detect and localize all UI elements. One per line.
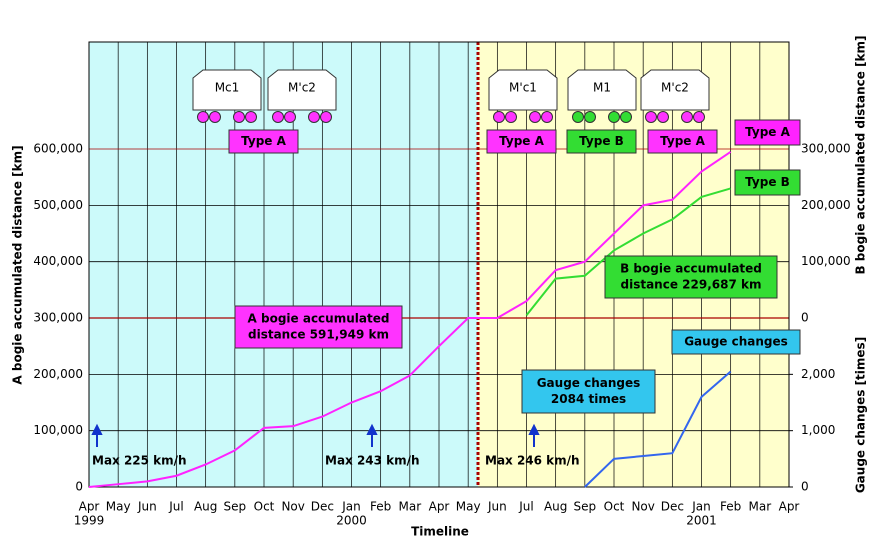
- y2-axis-title: B bogie accumulated distance [km]: [854, 35, 868, 274]
- x-year-label: 2000: [336, 514, 367, 528]
- y-tick-label: 200,000: [33, 367, 83, 381]
- type-label-text: Type A: [660, 134, 705, 148]
- y-tick-label: 600,000: [33, 142, 83, 156]
- x-tick-label: Sep: [224, 500, 247, 514]
- x-axis-title: Timeline: [411, 525, 469, 539]
- wheel: [585, 112, 596, 123]
- x-tick-label: Jul: [518, 500, 533, 514]
- wheel: [609, 112, 620, 123]
- x-tick-label: Mar: [749, 500, 772, 514]
- type-label-text: Type B: [579, 134, 624, 148]
- x-tick-label: Nov: [631, 500, 654, 514]
- x-tick-label: Jan: [691, 500, 711, 514]
- y3-tick-label: 1,000: [801, 423, 835, 437]
- x-tick-label: Feb: [720, 500, 741, 514]
- x-tick-label: Aug: [544, 500, 567, 514]
- wheel: [234, 112, 245, 123]
- car-label: Mc1: [215, 81, 240, 95]
- wheel: [494, 112, 505, 123]
- x-tick-label: Apr: [779, 500, 800, 514]
- car-label: M'c2: [661, 81, 689, 95]
- wheel: [542, 112, 553, 123]
- x-tick-label: May: [106, 500, 131, 514]
- y-tick-label: 100,000: [33, 423, 83, 437]
- wheel: [573, 112, 584, 123]
- x-tick-label: Jun: [487, 500, 507, 514]
- y-tick-label: 400,000: [33, 254, 83, 268]
- wheel: [658, 112, 669, 123]
- x-tick-label: Feb: [370, 500, 391, 514]
- wheel: [285, 112, 296, 123]
- annotation-text: distance 591,949 km: [248, 328, 389, 342]
- y2-tick-label: 200,000: [801, 198, 851, 212]
- speed-note: Max 246 km/h: [485, 454, 580, 468]
- x-tick-label: Dec: [661, 500, 684, 514]
- wheel: [506, 112, 517, 123]
- x-year-label: 1999: [74, 514, 105, 528]
- y2-tick-label: 100,000: [801, 254, 851, 268]
- y-tick-label: 300,000: [33, 311, 83, 325]
- car-label: M1: [593, 81, 611, 95]
- speed-note: Max 243 km/h: [325, 454, 420, 468]
- x-tick-label: Oct: [604, 500, 625, 514]
- y3-tick-label: 0: [801, 480, 809, 494]
- x-tick-label: Aug: [194, 500, 217, 514]
- wheel: [646, 112, 657, 123]
- wheel: [530, 112, 541, 123]
- wheel: [309, 112, 320, 123]
- y-tick-label: 0: [75, 480, 83, 494]
- annotation-text: Gauge changes: [537, 376, 641, 390]
- x-tick-label: Jul: [168, 500, 183, 514]
- y-tick-label: 500,000: [33, 198, 83, 212]
- type-label-text: Type A: [499, 134, 544, 148]
- wheel: [210, 112, 221, 123]
- x-tick-label: Jun: [137, 500, 157, 514]
- x-tick-label: Oct: [254, 500, 275, 514]
- speed-note: Max 225 km/h: [92, 454, 187, 468]
- page: Timeline A bogie accumulated distance [k…: [0, 0, 874, 539]
- y2-tick-label: 300,000: [801, 142, 851, 156]
- y2-tick-label: 0: [801, 311, 809, 325]
- wheel: [198, 112, 209, 123]
- car-label: M'c2: [288, 81, 316, 95]
- x-tick-label: Sep: [574, 500, 597, 514]
- x-tick-label: Mar: [399, 500, 422, 514]
- x-tick-label: May: [456, 500, 481, 514]
- annotation-text: distance 229,687 km: [621, 278, 762, 292]
- x-tick-label: Nov: [281, 500, 304, 514]
- wheel: [246, 112, 257, 123]
- y3-tick-label: 2,000: [801, 367, 835, 381]
- x-tick-label: Jan: [341, 500, 361, 514]
- wheel: [273, 112, 284, 123]
- x-tick-label: Apr: [429, 500, 450, 514]
- x-tick-label: Dec: [311, 500, 334, 514]
- type-label-text: Type A: [241, 134, 286, 148]
- y3-axis-title: Gauge changes [times]: [854, 337, 868, 493]
- annotation-text: 2084 times: [551, 392, 626, 406]
- x-tick-label: Apr: [79, 500, 100, 514]
- wheel: [682, 112, 693, 123]
- wheel: [694, 112, 705, 123]
- annotation-text: A bogie accumulated: [248, 312, 390, 326]
- chart: Timeline A bogie accumulated distance [k…: [0, 0, 874, 539]
- legend-text: Gauge changes: [684, 335, 788, 349]
- annotation-text: B bogie accumulated: [620, 262, 762, 276]
- car-label: M'c1: [509, 81, 537, 95]
- x-year-label: 2001: [686, 514, 717, 528]
- wheel: [621, 112, 632, 123]
- wheel: [321, 112, 332, 123]
- legend-text: Type A: [745, 125, 790, 139]
- y-axis-title: A bogie accumulated distance [km]: [11, 145, 25, 384]
- legend-text: Type B: [745, 175, 790, 189]
